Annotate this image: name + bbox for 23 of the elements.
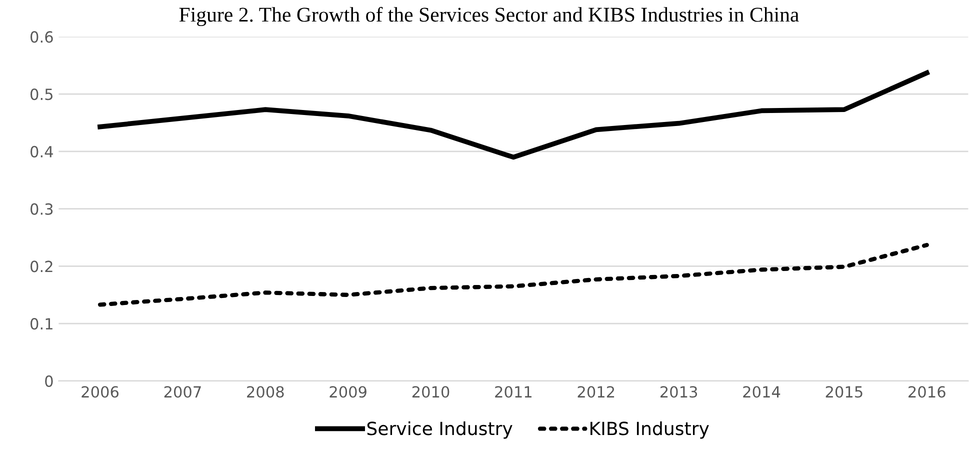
x-tick-label: 2006 <box>82 386 118 398</box>
x-tick-label: 2011 <box>495 386 532 398</box>
x-tick-label: 2016 <box>908 386 946 398</box>
x-tick-label: 2013 <box>660 386 698 398</box>
y-tick-label: 0.3 <box>30 203 53 215</box>
x-tick-label: 2014 <box>743 386 780 398</box>
x-tick-label: 2010 <box>412 386 450 398</box>
x-tick-label: 2015 <box>826 386 862 398</box>
y-tick-label: 0.2 <box>30 260 52 272</box>
y-tick-label: 0.6 <box>30 31 53 43</box>
x-tick-label: 2008 <box>247 386 284 398</box>
y-tick-label: 0.5 <box>30 88 52 100</box>
y-tick-label: 0.1 <box>30 318 52 330</box>
x-tick-label: 2007 <box>164 386 201 398</box>
y-tick-label: 0.4 <box>30 146 53 158</box>
legend-label: KIBS Industry <box>590 421 709 439</box>
line-series <box>98 70 930 160</box>
x-tick-label: 2012 <box>578 386 614 398</box>
line-series <box>98 242 929 307</box>
chart-title: Figure 2. The Growth of the Services Sector and KIBS Industries in China <box>179 6 799 26</box>
x-tick-label: 2009 <box>330 386 366 398</box>
legend-label: Service Industry <box>367 421 512 439</box>
y-tick-label: 0 <box>45 375 53 387</box>
